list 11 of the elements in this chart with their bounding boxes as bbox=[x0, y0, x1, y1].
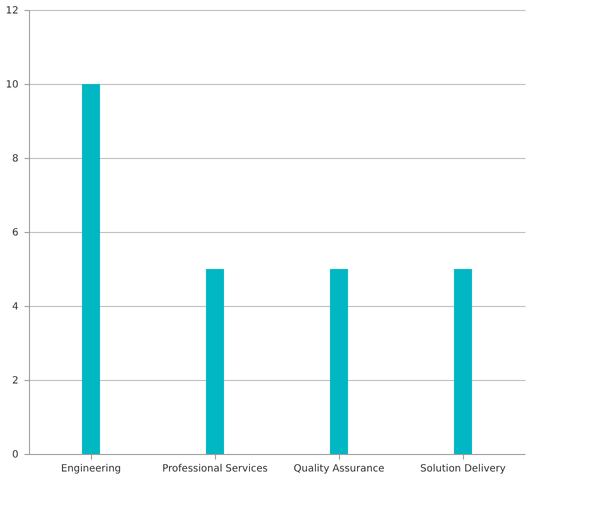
x-tick-label: Professional Services bbox=[162, 464, 268, 474]
y-tick-label: 6 bbox=[12, 228, 18, 238]
y-tick-label: 4 bbox=[12, 302, 18, 312]
y-tick-label: 0 bbox=[12, 450, 18, 460]
x-tick-label: Solution Delivery bbox=[420, 464, 506, 474]
y-tick-label: 8 bbox=[12, 154, 18, 164]
x-tick-label: Engineering bbox=[61, 464, 121, 474]
x-tick-label: Quality Assurance bbox=[294, 464, 384, 474]
y-tick-label: 12 bbox=[6, 6, 18, 16]
y-tick-label: 2 bbox=[12, 376, 18, 386]
y-tick-label: 10 bbox=[6, 80, 18, 90]
